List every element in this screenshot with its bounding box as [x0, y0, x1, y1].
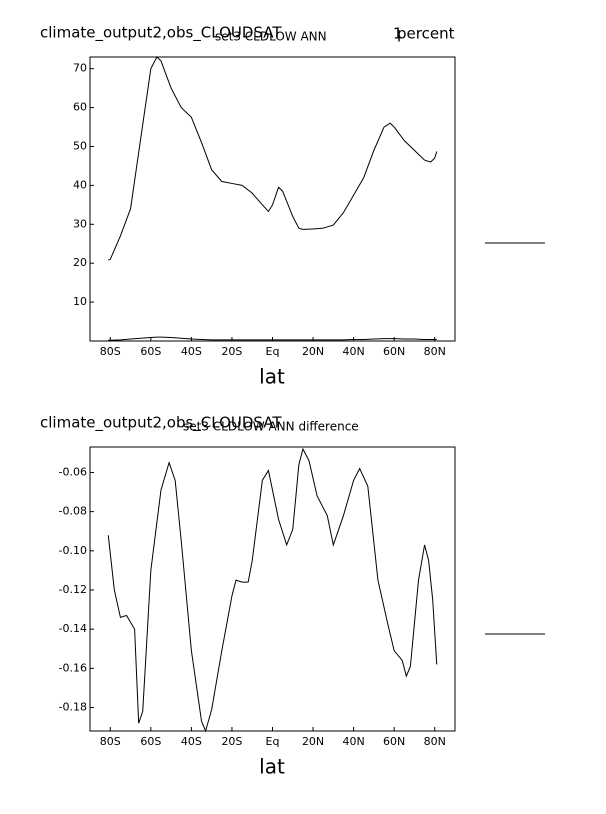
data-line	[108, 56, 438, 261]
data-line	[107, 447, 438, 733]
x-tick-label: 20S	[221, 735, 242, 748]
chart-title: climate_output2,obs_CLOUDSAT	[40, 414, 282, 433]
chart-subtitle: set3 CLDLOW ANN difference	[183, 420, 359, 434]
y-tick-label: 50	[73, 139, 87, 152]
x-tick-label: 20S	[221, 345, 242, 358]
x-tick-label: 40N	[342, 345, 364, 358]
x-tick-label: 60S	[140, 735, 161, 748]
units: percent	[397, 25, 455, 43]
y-tick-label: 60	[73, 101, 87, 114]
data-line	[108, 336, 437, 341]
plot-frame	[89, 56, 456, 342]
y-tick-label: -0.06	[59, 465, 87, 478]
chart-subtitle: set3 CLDLOW ANN	[215, 30, 327, 44]
y-tick-label: -0.12	[59, 583, 87, 596]
x-tick-label: 60N	[383, 735, 405, 748]
x-tick-label: 80N	[424, 345, 446, 358]
annotation: 1	[393, 25, 403, 43]
chart-title: climate_output2,obs_CLOUDSAT	[40, 24, 282, 43]
x-tick-label: Eq	[266, 345, 280, 358]
y-tick-label: -0.18	[59, 700, 87, 713]
y-tick-label: -0.14	[59, 622, 87, 635]
x-tick-label: 80N	[424, 735, 446, 748]
x-tick-label: 20N	[302, 345, 324, 358]
x-tick-label: 40S	[181, 735, 202, 748]
y-tick-label: 20	[73, 256, 87, 269]
x-tick-label: Eq	[266, 735, 280, 748]
x-tick-label: 20N	[302, 735, 324, 748]
x-tick-label: 40N	[342, 735, 364, 748]
x-tick-label: 60N	[383, 345, 405, 358]
y-tick-label: -0.16	[59, 661, 87, 674]
x-tick-label: 60S	[140, 345, 161, 358]
y-tick-label: 40	[73, 178, 87, 191]
y-tick-label: -0.08	[59, 505, 87, 518]
x-tick-label: 80S	[100, 345, 121, 358]
y-tick-label: 10	[73, 295, 87, 308]
y-tick-label: 70	[73, 62, 87, 75]
x-tick-label: 80S	[100, 735, 121, 748]
y-tick-label: -0.10	[59, 544, 87, 557]
x-axis-label: lat	[259, 365, 285, 389]
x-tick-label: 40S	[181, 345, 202, 358]
x-axis-label: lat	[259, 755, 285, 779]
y-tick-label: 30	[73, 217, 87, 230]
